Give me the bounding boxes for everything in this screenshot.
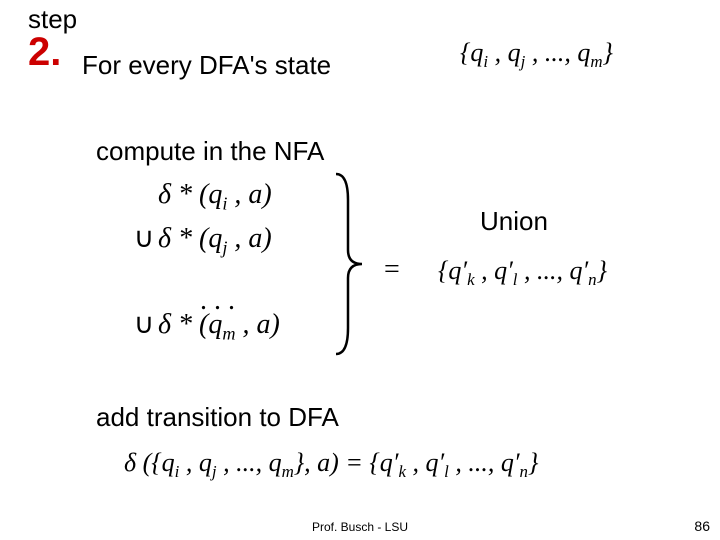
vertical-dots: . . . bbox=[200, 285, 235, 317]
result-set: {q′k , q′l , ..., q′n} bbox=[438, 256, 607, 290]
delta-expressions: δ * (qi , a) ∪δ * (qj , a) ∪δ * (qm , a) bbox=[130, 174, 280, 348]
delta-j: δ * (qj , a) bbox=[158, 223, 272, 254]
page-number: 86 bbox=[694, 518, 710, 534]
right-brace-icon bbox=[328, 170, 368, 358]
step-number: 2. bbox=[28, 30, 61, 75]
line-compute-nfa: compute in the NFA bbox=[96, 136, 324, 167]
footer-credit: Prof. Busch - LSU bbox=[0, 520, 720, 534]
line-for-every: For every DFA's state bbox=[82, 50, 331, 81]
final-transition-equation: δ ({qi , qj , ..., qm}, a) = {q′k , q′l … bbox=[124, 448, 538, 482]
line-add-transition: add transition to DFA bbox=[96, 402, 339, 433]
dfa-state-set: {qi , qj , ..., qm} bbox=[460, 38, 613, 72]
delta-i: δ * (qi , a) bbox=[158, 179, 272, 210]
equals-sign: = bbox=[384, 254, 400, 286]
union-label: Union bbox=[480, 206, 548, 237]
